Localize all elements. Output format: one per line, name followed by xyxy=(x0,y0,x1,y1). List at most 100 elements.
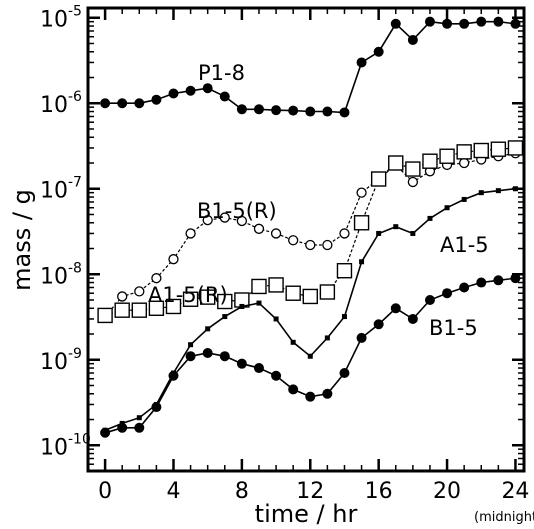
data-point xyxy=(456,144,472,160)
data-point xyxy=(151,402,162,413)
data-point xyxy=(253,104,264,115)
data-point xyxy=(507,140,524,156)
x-tick-label: 8 xyxy=(235,479,249,504)
data-point xyxy=(410,230,416,236)
data-point xyxy=(290,339,296,345)
data-point xyxy=(273,316,279,322)
data-point xyxy=(236,104,247,115)
series-layer xyxy=(97,16,524,438)
data-point xyxy=(100,427,111,438)
data-point xyxy=(336,263,353,279)
data-point xyxy=(442,18,453,29)
series-label-a1-5r: A1-5(R) xyxy=(148,283,228,307)
data-point xyxy=(405,161,421,177)
data-point xyxy=(353,215,370,231)
data-point xyxy=(373,319,384,330)
data-point xyxy=(256,300,262,306)
data-point xyxy=(271,370,282,381)
x-tick-label: 0 xyxy=(98,479,112,504)
data-point xyxy=(168,370,179,381)
data-point xyxy=(424,294,435,305)
data-point xyxy=(356,187,367,198)
data-point xyxy=(427,215,433,221)
data-point xyxy=(407,34,418,45)
series-P1-8 xyxy=(100,16,521,118)
data-point xyxy=(510,18,521,29)
data-point xyxy=(100,98,111,109)
data-point xyxy=(390,303,401,314)
data-point xyxy=(407,176,419,188)
data-point xyxy=(476,277,487,288)
data-point xyxy=(217,293,233,310)
data-point xyxy=(459,157,470,169)
data-point xyxy=(134,422,145,433)
data-point xyxy=(219,212,230,223)
data-point xyxy=(439,148,455,164)
data-point xyxy=(239,303,245,309)
data-point xyxy=(236,215,248,227)
y-tick-label: 10-10 xyxy=(40,431,91,460)
data-point xyxy=(97,307,113,324)
data-point xyxy=(222,314,228,320)
data-point xyxy=(136,415,142,421)
data-point xyxy=(459,18,470,29)
data-point xyxy=(373,46,384,57)
data-point xyxy=(236,358,247,369)
data-point xyxy=(182,291,199,307)
data-point xyxy=(339,368,350,379)
data-point xyxy=(205,326,211,332)
data-point xyxy=(199,289,216,305)
series-label-p1-8: P1-8 xyxy=(198,61,245,85)
data-point xyxy=(459,282,470,293)
data-point xyxy=(134,98,145,109)
data-point xyxy=(117,422,128,433)
data-point xyxy=(490,141,507,157)
series-label-b1-5r: B1-5(R) xyxy=(197,199,277,223)
x-tick-label: 12 xyxy=(296,479,324,504)
series-B1-5 xyxy=(100,273,521,438)
data-point xyxy=(288,235,299,246)
data-point xyxy=(319,284,336,300)
x-axis-ticks: 0 4 8 12 16 20 24 xyxy=(87,8,529,504)
data-point xyxy=(444,205,450,211)
data-point xyxy=(324,335,330,341)
data-point xyxy=(114,302,130,318)
data-point xyxy=(478,190,484,196)
data-point xyxy=(302,288,318,305)
data-point xyxy=(202,83,213,94)
data-point xyxy=(288,384,299,395)
data-point xyxy=(422,153,438,169)
data-point xyxy=(148,300,165,316)
data-point xyxy=(388,155,404,171)
data-point xyxy=(202,347,213,358)
data-point xyxy=(370,171,387,187)
data-point xyxy=(165,298,182,315)
data-point xyxy=(117,291,128,302)
data-point xyxy=(339,107,350,118)
data-point xyxy=(339,228,350,239)
series-A1-5(R) xyxy=(97,140,524,324)
data-point xyxy=(341,314,347,320)
data-point xyxy=(305,391,316,402)
data-point xyxy=(356,332,367,343)
x-axis-note: (midnight) xyxy=(474,510,534,525)
x-tick-label: 4 xyxy=(166,479,180,504)
series-line xyxy=(105,20,516,114)
y-tick-label: 10-5 xyxy=(40,4,82,33)
data-point xyxy=(168,88,179,99)
y-tick-label: 10-6 xyxy=(40,89,82,118)
x-tick-label: 24 xyxy=(501,479,529,504)
data-point xyxy=(285,285,301,301)
y-tick-label: 10-8 xyxy=(40,260,82,289)
data-point xyxy=(271,105,282,116)
data-point xyxy=(495,188,501,194)
plot-frame xyxy=(86,6,526,473)
data-point xyxy=(151,273,162,284)
data-point xyxy=(288,105,299,116)
data-point xyxy=(424,16,435,27)
y-tick-label: 10-7 xyxy=(40,175,82,204)
data-point xyxy=(376,230,382,236)
data-point xyxy=(305,239,316,251)
data-point xyxy=(268,277,284,293)
